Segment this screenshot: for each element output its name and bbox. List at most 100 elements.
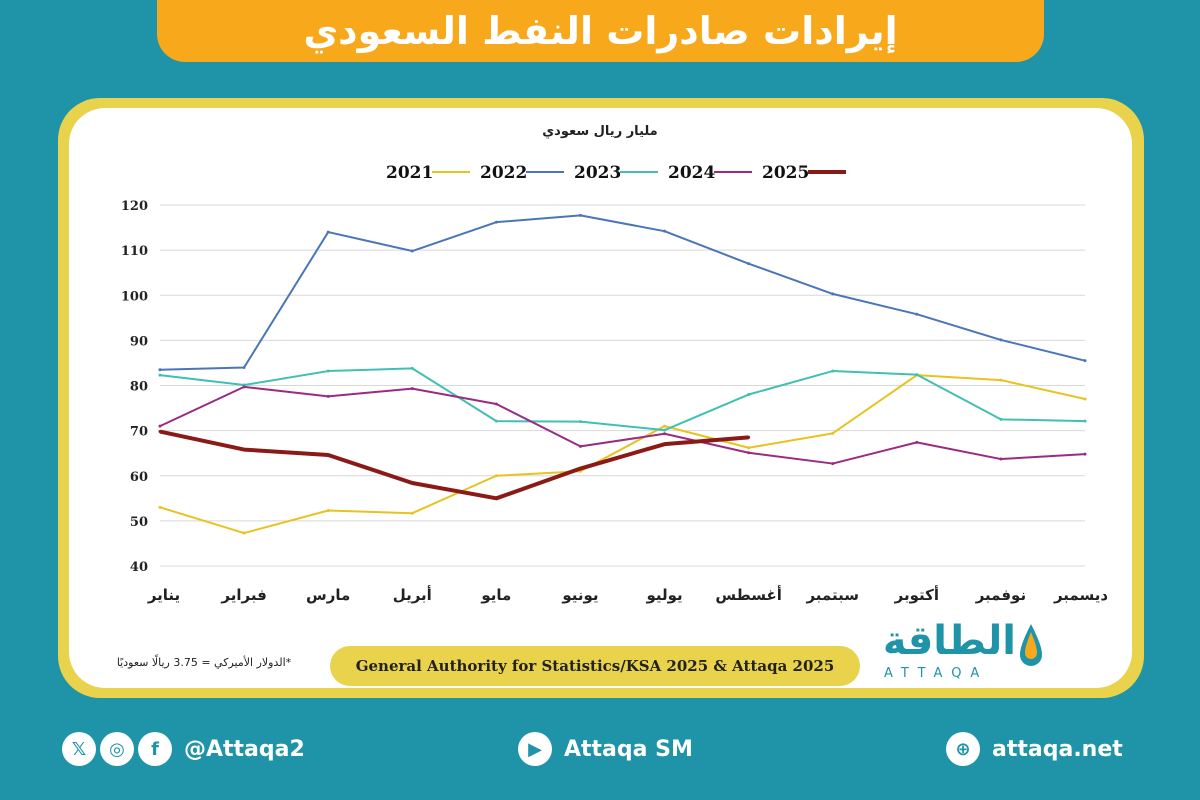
instagram-icon[interactable]: ◎ (100, 732, 134, 766)
social-handles: 𝕏 ◎ f @Attaqa2 (62, 728, 305, 770)
data-point-2024 (831, 462, 835, 466)
data-point-2025 (578, 467, 582, 471)
data-point-2021 (242, 531, 246, 535)
data-point-2025 (410, 481, 414, 485)
facebook-icon[interactable]: f (138, 732, 172, 766)
data-point-2025 (326, 453, 330, 457)
x-icon[interactable]: 𝕏 (62, 732, 96, 766)
data-point-2021 (410, 511, 414, 515)
data-point-2022 (915, 312, 919, 316)
x-tick-label: ديسمبر (1053, 586, 1108, 604)
data-point-2023 (747, 393, 751, 397)
data-point-2024 (242, 385, 246, 389)
data-point-2023 (410, 366, 414, 370)
data-point-2022 (831, 292, 835, 296)
data-point-2021 (831, 431, 835, 435)
data-point-2023 (578, 420, 582, 424)
data-point-2022 (494, 220, 498, 224)
attaqa-logo: الطاقة ATTAQA (872, 616, 1050, 688)
youtube-channel: ▶ Attaqa SM (518, 728, 693, 770)
data-point-2021 (663, 424, 667, 428)
data-point-2024 (663, 432, 667, 436)
data-point-2023 (999, 417, 1003, 421)
x-tick-label: يوليو (645, 586, 682, 604)
x-tick-label: مارس (306, 586, 350, 604)
y-tick-label: 120 (121, 199, 148, 214)
data-point-2022 (410, 249, 414, 253)
y-tick-label: 40 (130, 560, 148, 575)
series-line-2022 (159, 214, 1086, 371)
data-point-2023 (494, 419, 498, 423)
legend-label-2022: 2022 (480, 163, 527, 183)
data-point-2022 (747, 262, 751, 266)
data-point-2021 (747, 446, 751, 450)
globe-icon[interactable]: ⊕ (946, 732, 980, 766)
data-point-2023 (1083, 419, 1087, 423)
x-tick-label: نوفمبر (975, 586, 1026, 604)
x-tick-label: أبريل (393, 585, 432, 604)
x-tick-label: يناير (147, 586, 180, 604)
data-point-2024 (915, 440, 919, 444)
data-point-2021 (494, 474, 498, 478)
data-point-2024 (326, 394, 330, 398)
data-point-2024 (158, 424, 162, 428)
x-tick-label: أكتوبر (894, 585, 939, 604)
legend-label-2021: 2021 (386, 163, 433, 183)
y-tick-label: 70 (130, 425, 148, 440)
data-point-2023 (158, 373, 162, 377)
social-handle[interactable]: @Attaqa2 (184, 736, 305, 762)
data-point-2022 (999, 338, 1003, 342)
data-point-2022 (663, 229, 667, 233)
data-point-2024 (494, 402, 498, 406)
legend: 2021 2022 2023 2024 2025 (386, 163, 846, 183)
x-tick-label: سبتمبر (805, 586, 859, 604)
x-axis: يناير فبراير مارس أبريل مايو يونيو يوليو أغسطس س… (147, 585, 1109, 604)
data-point-2023 (831, 369, 835, 373)
data-point-2021 (326, 508, 330, 512)
data-point-2025 (158, 430, 162, 434)
y-tick-label: 100 (121, 289, 148, 304)
data-point-2023 (915, 373, 919, 377)
logo-arabic: الطاقة (882, 618, 1016, 664)
x-tick-label: مايو (480, 586, 511, 604)
data-point-2021 (158, 505, 162, 509)
legend-label-2023: 2023 (574, 163, 621, 183)
data-point-2022 (578, 213, 582, 217)
data-point-2024 (747, 451, 751, 455)
data-point-2024 (1083, 452, 1087, 456)
y-tick-label: 90 (130, 334, 148, 349)
data-point-2025 (494, 496, 498, 500)
series-line-2021 (159, 374, 1086, 535)
currency-note: *الدولار الأميركي = 3.75 ريالًا سعوديًا (116, 656, 292, 669)
y-tick-label: 80 (130, 380, 148, 395)
website-url[interactable]: attaqa.net (992, 736, 1123, 762)
x-tick-label: يونيو (561, 586, 598, 604)
youtube-handle[interactable]: Attaqa SM (564, 736, 693, 762)
data-point-2022 (242, 365, 246, 369)
youtube-icon[interactable]: ▶ (518, 732, 552, 766)
data-point-2024 (578, 444, 582, 448)
data-point-2023 (663, 428, 667, 432)
data-point-2022 (326, 230, 330, 234)
data-point-2024 (410, 387, 414, 391)
logo-english: ATTAQA (884, 666, 989, 681)
y-tick-label: 60 (130, 470, 148, 485)
series-line-2023 (159, 367, 1086, 432)
website: ⊕ attaqa.net (946, 728, 1123, 770)
grid (160, 204, 1085, 567)
data-point-2022 (1083, 359, 1087, 363)
y-tick-label: 50 (130, 515, 148, 530)
data-point-2021 (1083, 397, 1087, 401)
legend-label-2025: 2025 (762, 163, 809, 183)
unit-label: مليار ريال سعودي (542, 124, 657, 139)
source-label: General Authority for Statistics/KSA 202… (330, 646, 860, 686)
x-tick-label: فبراير (220, 586, 266, 604)
page-title: إيرادات صادرات النفط السعودي (157, 0, 1044, 62)
legend-label-2024: 2024 (668, 163, 715, 183)
data-point-2024 (999, 457, 1003, 461)
data-point-2022 (158, 368, 162, 372)
data-point-2025 (663, 442, 667, 446)
x-tick-label: أغسطس (715, 585, 781, 604)
y-axis: 40 50 60 70 80 90 100 110 120 (121, 199, 148, 575)
